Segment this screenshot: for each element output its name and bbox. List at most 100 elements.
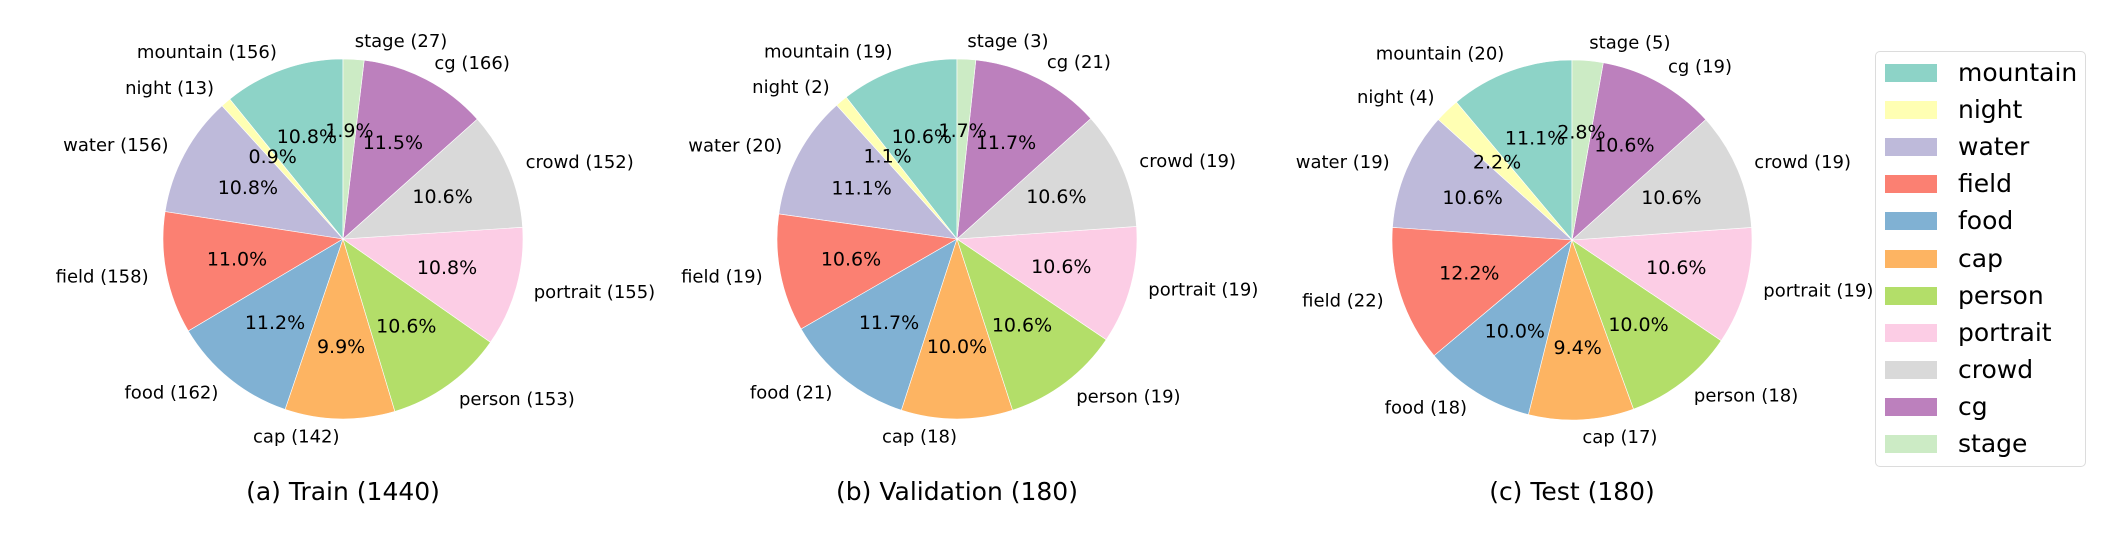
percent-label-cap: 9.9% [317, 336, 365, 358]
legend-swatch-field [1885, 175, 1937, 194]
slice-food [800, 238, 958, 411]
percent-label-field: 12.2% [1439, 262, 1499, 284]
slice-cg [342, 59, 478, 240]
slice-portrait [956, 226, 1138, 341]
slice-stage [1571, 59, 1604, 241]
slice-water [164, 105, 344, 240]
percent-label-crowd: 10.6% [412, 186, 472, 208]
slice-cg [1571, 62, 1707, 241]
slice-water [778, 104, 958, 240]
slice-label-food: food (21) [750, 382, 832, 403]
percent-label-crowd: 10.6% [1026, 186, 1086, 208]
legend-label: cap [1958, 243, 2003, 273]
slice-label-food: food (162) [124, 382, 218, 403]
slice-food [187, 238, 344, 410]
pie-test: mountain (20) 11.1% night (4) 2.2% water (19… [1296, 32, 1874, 506]
legend-label: field [1958, 169, 2012, 199]
legend-label: person [1958, 280, 2044, 310]
slice-cg [956, 59, 1092, 240]
slice-label-water: water (19) [1296, 152, 1390, 173]
percent-label-person: 10.0% [1608, 314, 1668, 336]
legend-label: portrait [1958, 317, 2052, 347]
slice-label-cg: cg (21) [1047, 52, 1111, 73]
slice-label-portrait: portrait (155) [534, 282, 656, 303]
slice-person [342, 238, 491, 412]
percent-label-food: 11.2% [245, 312, 305, 334]
legend-swatch-crowd [1885, 360, 1937, 379]
legend-swatch-person [1885, 286, 1937, 305]
percent-label-cg: 11.5% [363, 132, 423, 154]
legend-label: night [1958, 95, 2023, 125]
percent-label-field: 10.6% [821, 249, 881, 271]
slice-crowd [342, 118, 523, 240]
percent-label-night: 2.2% [1473, 151, 1521, 173]
slice-label-portrait: portrait (19) [1148, 280, 1258, 301]
slice-person [956, 238, 1107, 411]
slice-label-night: night (13) [125, 78, 214, 99]
slice-label-food: food (18) [1385, 397, 1467, 418]
slice-person [1571, 239, 1722, 410]
slice-label-field: field (158) [56, 266, 149, 287]
percent-label-person: 10.6% [376, 316, 436, 338]
slice-label-crowd: crowd (19) [1754, 152, 1851, 173]
percent-label-food: 10.0% [1485, 321, 1545, 343]
slice-label-stage: stage (5) [1589, 32, 1670, 53]
percent-label-mountain: 10.6% [892, 126, 952, 148]
legend-swatch-water [1885, 138, 1937, 157]
slice-label-field: field (22) [1302, 291, 1384, 312]
percent-label-stage: 1.7% [939, 120, 987, 142]
slice-food [1433, 239, 1573, 416]
slice-mountain [229, 58, 344, 240]
legend-swatch-food [1885, 212, 1937, 231]
percent-label-stage: 1.9% [325, 120, 373, 142]
percent-label-portrait: 10.6% [1646, 257, 1706, 279]
legend-label: cg [1958, 391, 1988, 421]
legend-swatch-portrait [1885, 323, 1937, 342]
percent-label-mountain: 11.1% [1505, 128, 1565, 150]
slice-label-person: person (153) [459, 389, 575, 410]
percent-label-person: 10.6% [992, 314, 1052, 336]
slice-label-cg: cg (19) [1668, 56, 1732, 77]
legend-swatch-cap [1885, 249, 1937, 268]
percent-label-portrait: 10.6% [1031, 256, 1091, 278]
slice-field [1391, 227, 1573, 357]
slice-label-portrait: portrait (19) [1763, 281, 1873, 302]
slice-label-mountain: mountain (19) [764, 41, 893, 62]
slice-label-water: water (20) [688, 136, 782, 157]
slice-label-field: field (19) [681, 266, 763, 287]
slice-portrait [342, 226, 524, 343]
slice-label-mountain: mountain (156) [137, 42, 277, 63]
slice-mountain [845, 58, 958, 240]
pie-train: mountain (156) 10.8% night (13) 0.9% water (… [56, 31, 656, 506]
subplot-title: (b) Validation (180) [836, 477, 1078, 506]
slice-label-stage: stage (27) [355, 31, 448, 52]
slice-stage [956, 58, 977, 240]
label-layer: mountain (19) 10.6% night (2) 1.1% water (20… [681, 31, 1258, 448]
percent-label-field: 11.0% [207, 249, 267, 271]
slice-stage [342, 58, 365, 240]
legend-label: food [1958, 206, 2014, 236]
slice-label-person: person (18) [1694, 386, 1798, 407]
percent-label-food: 11.7% [859, 312, 919, 334]
slice-label-mountain: mountain (20) [1376, 43, 1505, 64]
slice-crowd [956, 118, 1137, 240]
slice-label-cg: cg (166) [434, 53, 509, 74]
slice-cap [284, 238, 396, 420]
slice-label-cap: cap (142) [253, 427, 339, 448]
percent-label-water: 11.1% [831, 177, 891, 199]
legend-label: stage [1958, 429, 2028, 458]
legend-swatch-cg [1885, 397, 1937, 416]
subplot-title: (c) Test (180) [1489, 477, 1655, 506]
percent-label-night: 1.1% [863, 145, 911, 167]
legend: mountain night water field food cap person port… [1875, 51, 2086, 467]
slice-cap [901, 238, 1013, 420]
slice-mountain [1455, 59, 1573, 241]
percent-label-night: 0.9% [249, 146, 297, 168]
slice-label-night: night (2) [752, 77, 830, 98]
percent-label-stage: 2.8% [1557, 121, 1605, 143]
slice-label-person: person (19) [1076, 387, 1180, 408]
legend-label: water [1958, 132, 2030, 162]
slice-water [1392, 119, 1573, 241]
legend-label: crowd [1958, 354, 2034, 384]
